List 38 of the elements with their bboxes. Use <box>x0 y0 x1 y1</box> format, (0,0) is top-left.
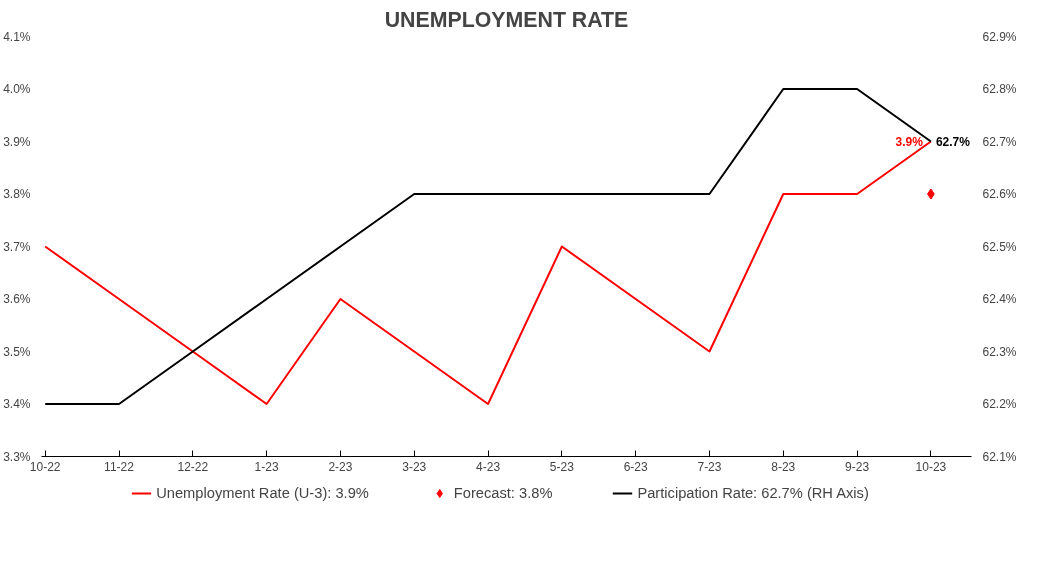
x-tick-label: 3-23 <box>402 459 427 474</box>
y2-tick-label: 62.6% <box>982 187 1017 201</box>
y-tick-label: 4.0% <box>3 82 31 96</box>
x-tick-label: 11-22 <box>104 459 135 474</box>
y2-tick-label: 62.7% <box>982 134 1017 149</box>
x-tick-label: 5-23 <box>549 459 575 474</box>
y-tick-label: 4.1% <box>3 29 31 44</box>
x-tick-label: 7-23 <box>697 459 722 474</box>
legend-label: Forecast: 3.8% <box>453 485 553 501</box>
y2-tick-label: 62.2% <box>982 397 1017 411</box>
data-label: 62.7% <box>935 134 971 149</box>
x-tick-label: 2-23 <box>328 459 353 474</box>
y2-tick-label: 62.9% <box>982 29 1017 44</box>
x-tick-label: 1-23 <box>254 459 279 474</box>
y-tick-label: 3.6% <box>3 292 31 306</box>
x-tick-label: 12-22 <box>177 459 209 474</box>
y-tick-label: 3.9% <box>3 134 31 149</box>
line-series <box>44 88 932 405</box>
x-tick-label: 10-23 <box>915 459 947 474</box>
x-tick-label: 6-23 <box>623 459 648 474</box>
y2-tick-label: 62.1% <box>982 449 1017 464</box>
x-tick-label: 9-23 <box>845 459 870 474</box>
x-tick-label: 10-22 <box>29 459 61 474</box>
legend-label: Participation Rate: 62.7% (RH Axis) <box>637 485 869 501</box>
y2-tick-label: 62.3% <box>982 344 1017 359</box>
legend-label: Unemployment Rate (U-3): 3.9% <box>156 485 369 501</box>
y-tick-label: 3.8% <box>3 187 31 201</box>
y-tick-label: 3.4% <box>3 397 31 411</box>
y2-tick-label: 62.4% <box>982 292 1017 306</box>
x-tick-label: 4-23 <box>476 459 501 474</box>
chart-title: UNEMPLOYMENT RATE <box>384 7 629 32</box>
x-tick-label: 8-23 <box>771 459 796 474</box>
y2-tick-label: 62.8% <box>982 82 1017 96</box>
y-tick-label: 3.3% <box>3 449 31 464</box>
y-tick-label: 3.5% <box>3 344 31 359</box>
y-tick-label: 3.7% <box>3 239 31 254</box>
data-label: 3.9% <box>895 134 924 149</box>
y2-tick-label: 62.5% <box>982 239 1017 254</box>
